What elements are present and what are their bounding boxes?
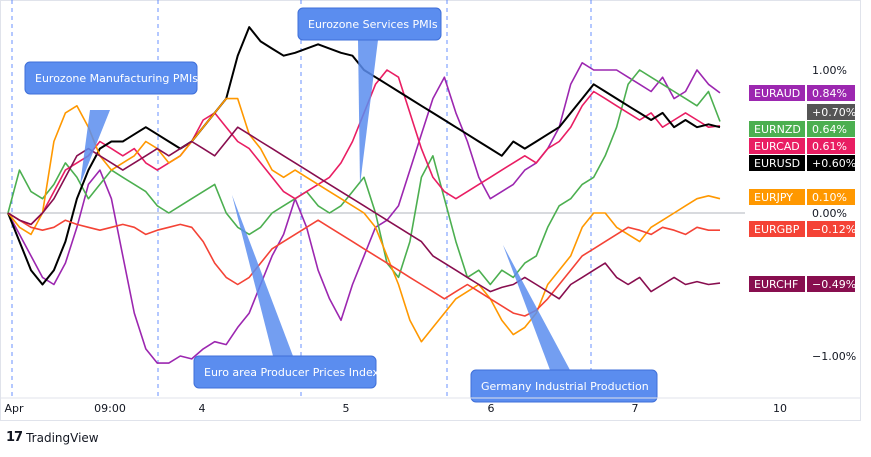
name-pill-eurjpy [749,189,805,205]
y-tick-label: −1.00% [812,350,856,363]
series-value-label: 0.10% [812,191,847,204]
series-name-label: EURUSD [754,157,800,170]
price-labels: EURAUD 0.84% +0.70% EURNZD 0.64% EURCAD 0.61% E… [749,85,856,292]
tradingview-logo-icon[interactable]: 17 [6,430,23,445]
series-name-label: EURCAD [754,140,800,153]
value-pill-eurcad [807,138,855,154]
value-pill-eurchf [807,276,855,292]
series-value-label: 0.64% [812,123,847,136]
x-axis: Apr 09:00 4 5 6 7 10 [4,402,787,415]
series-line-eurgbp [7,212,720,317]
callout-box[interactable] [297,7,442,41]
callout-label: Eurozone Manufacturing PMIs [35,72,198,85]
value-pill-eurjpy [807,189,855,205]
series-name-label: EURAUD [754,87,800,100]
x-tick-label: 6 [488,402,495,415]
series-name-label: EURJPY [754,191,793,204]
value-pill-text: +0.70% [812,106,856,119]
series-line-eurnzd [7,69,721,286]
event-callouts: Eurozone Manufacturing PMIs Eurozone Serv… [24,7,658,403]
series-value-label: −0.49% [812,278,856,291]
x-tick-label: 10 [773,402,787,415]
series-line-euraud [7,61,721,364]
series-value-label: 0.61% [812,140,847,153]
x-tick-label: 7 [632,402,639,415]
callout-pointer [503,245,570,370]
series-value-label: −0.12% [812,223,856,236]
name-pill-eurcad [749,138,805,154]
callout-label: Euro area Producer Prices Index [204,366,380,379]
value-pill-euraud [807,85,855,101]
value-pill-eurusd [807,155,855,171]
name-pill-eurchf [749,276,805,292]
series-line-eurjpy [7,97,721,343]
name-pill-eurgbp [749,221,805,237]
callout-pointer [232,195,293,356]
x-tick-label: 09:00 [94,402,126,415]
x-tick-label: 4 [199,402,206,415]
footer: 17 TradingView [6,430,99,445]
callout-pointer [358,40,378,185]
name-pill-eurnzd [749,121,805,137]
callout-box[interactable] [470,369,658,403]
callout-label: Germany Industrial Production [481,380,649,393]
value-pill-eurnzd [807,121,855,137]
name-pill-eurusd [749,155,805,171]
series-value-label: 0.84% [812,87,847,100]
y-axis: 1.00% 0.00% −1.00% [812,64,856,363]
callout-label: Eurozone Services PMIs [308,18,438,31]
series-value-label: +0.60% [812,157,856,170]
brand-name[interactable]: TradingView [26,430,99,445]
series-line-eurchf [7,126,721,300]
callout-box[interactable] [24,61,198,95]
value-pill-extra [807,104,855,120]
name-pill-euraud [749,85,805,101]
x-tick-label: Apr [4,402,24,415]
x-tick-label: 5 [343,402,350,415]
callout-pointer [80,110,110,185]
series-name-label: EURCHF [754,278,798,291]
series-name-label: EURGBP [754,223,800,236]
callout-box[interactable] [193,355,377,389]
series-name-label: EURNZD [754,123,801,136]
y-tick-label: 1.00% [812,64,847,77]
value-pill-eurgbp [807,221,855,237]
y-tick-label: 0.00% [812,207,847,220]
